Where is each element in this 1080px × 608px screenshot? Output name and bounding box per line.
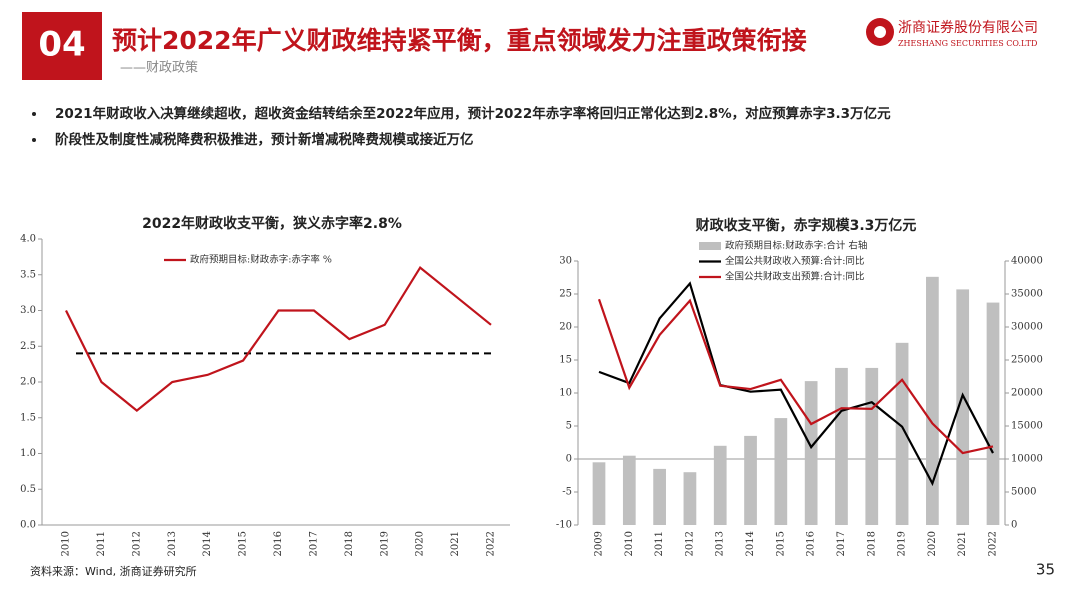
legend-label: 政府预期目标:财政赤字:赤字率 %	[190, 254, 332, 266]
bar	[744, 435, 757, 525]
y2-tick-label: 30000	[1011, 322, 1043, 333]
bar	[804, 381, 818, 525]
section-number: 04	[38, 25, 85, 65]
x-tick-label: 2022	[988, 531, 999, 556]
x-tick-label: 2021	[450, 531, 461, 556]
bar	[835, 367, 848, 525]
x-tick-label: 2020	[927, 531, 938, 556]
y-tick-label: 1.5	[20, 412, 36, 423]
y-tick-label: 3.0	[20, 305, 36, 316]
x-tick-label: 2018	[344, 531, 355, 556]
x-tick-label: 2016	[806, 531, 817, 556]
y-tick-label: 2.5	[20, 341, 36, 352]
x-tick-label: 2018	[866, 531, 877, 556]
legend-swatch	[699, 242, 721, 250]
bullet-text: 2021年财政收入决算继续超收，超收资金结转结余至2022年应用，预计2022年…	[55, 105, 891, 122]
x-tick-label: 2011	[654, 531, 665, 556]
bar	[622, 455, 636, 525]
x-tick-label: 2017	[308, 531, 319, 556]
data-line	[597, 298, 994, 455]
y2-tick-label: 0	[1011, 520, 1017, 531]
bar	[926, 276, 939, 525]
x-tick-label: 2012	[684, 531, 695, 556]
bar	[592, 462, 606, 525]
y-tick-label: 5	[566, 421, 572, 432]
x-tick-label: 2014	[745, 531, 756, 556]
y2-tick-label: 40000	[1011, 256, 1043, 267]
x-tick-label: 2014	[202, 531, 213, 556]
x-tick-label: 2019	[379, 531, 390, 556]
x-tick-label: 2015	[238, 531, 249, 556]
x-tick-label: 2012	[131, 531, 142, 556]
page-number: 35	[1036, 561, 1055, 579]
x-tick-label: 2017	[836, 531, 847, 556]
x-tick-label: 2019	[897, 531, 908, 556]
legend-label: 全国公共财政支出预算:合计:同比	[725, 271, 864, 283]
bar	[774, 418, 788, 525]
x-tick-label: 2009	[594, 531, 605, 556]
y2-tick-label: 20000	[1011, 388, 1043, 399]
company-name: 浙商证券股份有限公司	[898, 20, 1038, 36]
bullet-dot	[32, 112, 36, 116]
x-tick-label: 2013	[167, 531, 178, 556]
y2-tick-label: 15000	[1011, 421, 1043, 432]
y2-tick-label: 5000	[1011, 487, 1036, 498]
bar	[683, 472, 697, 525]
bar	[713, 445, 727, 525]
data-line	[598, 281, 994, 487]
y-tick-label: 2.0	[20, 377, 36, 388]
x-tick-label: 2015	[775, 531, 786, 556]
chart-title: 2022年财政收支平衡，狭义赤字率2.8%	[142, 215, 402, 232]
y-tick-label: 20	[559, 322, 572, 333]
bar	[865, 367, 879, 525]
slide-subtitle: ——财政政策	[120, 60, 198, 76]
logo-inner	[874, 26, 886, 38]
company-name-en: ZHESHANG SECURITIES CO.LTD	[898, 39, 1037, 48]
y-tick-label: 0.0	[20, 520, 36, 531]
y-tick-label: 0.5	[20, 484, 36, 495]
x-tick-label: 2010	[624, 531, 635, 556]
y-tick-label: 3.5	[20, 269, 36, 280]
y-tick-label: 4.0	[20, 234, 36, 245]
x-tick-label: 2020	[415, 531, 426, 556]
y2-tick-label: 35000	[1011, 289, 1043, 300]
bar	[956, 289, 970, 525]
y-tick-label: -10	[556, 520, 572, 531]
y-tick-label: 10	[559, 388, 572, 399]
bar	[986, 302, 1000, 525]
y2-tick-label: 10000	[1011, 454, 1043, 465]
y2-tick-label: 25000	[1011, 355, 1043, 366]
y-tick-label: -5	[562, 487, 572, 498]
data-line	[65, 265, 492, 413]
y-tick-label: 15	[559, 355, 572, 366]
bullet-text: 阶段性及制度性减税降费积极推进，预计新增减税降费规模或接近万亿	[55, 131, 474, 148]
bar	[895, 342, 909, 525]
y-tick-label: 0	[566, 454, 572, 465]
bullet-dot	[32, 138, 36, 142]
x-tick-label: 2013	[715, 531, 726, 556]
legend-label: 政府预期目标:财政赤字:合计 右轴	[725, 240, 867, 252]
slide-title: 预计2022年广义财政维持紧平衡，重点领域发力注重政策衔接	[112, 26, 807, 55]
y-tick-label: 1.0	[20, 448, 36, 459]
x-tick-label: 2016	[273, 531, 284, 556]
chart-title: 财政收支平衡，赤字规模3.3万亿元	[695, 217, 917, 234]
x-tick-label: 2011	[96, 531, 107, 556]
x-tick-label: 2010	[61, 531, 72, 556]
x-tick-label: 2021	[957, 531, 968, 556]
legend-label: 全国公共财政收入预算:合计:同比	[725, 255, 864, 267]
source-note: 资料来源：Wind, 浙商证券研究所	[30, 564, 197, 578]
section-badge	[22, 12, 102, 80]
y-tick-label: 30	[559, 256, 572, 267]
y-tick-label: 25	[559, 289, 572, 300]
x-tick-label: 2022	[486, 531, 497, 556]
bar	[653, 468, 666, 525]
